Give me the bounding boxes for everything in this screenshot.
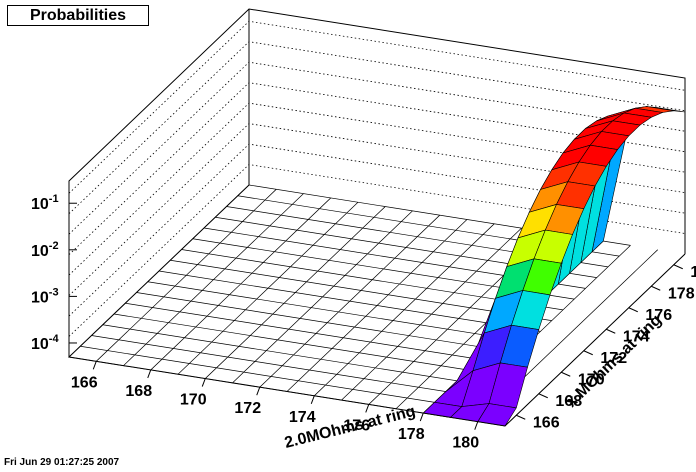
y-tick-mark bbox=[538, 393, 548, 399]
y-tick-mark bbox=[673, 264, 683, 270]
y-axis-title: x MOhms at ring bbox=[563, 312, 665, 411]
y-axis-ticks: 166 168 170 172 174 176 178 180 bbox=[516, 264, 696, 431]
z-gridline bbox=[68, 61, 686, 235]
y-tick-label: 178 bbox=[668, 285, 695, 302]
z-gridline bbox=[68, 143, 686, 317]
floor-line-y bbox=[125, 302, 507, 364]
floor-line-y bbox=[91, 335, 474, 397]
x-tick-mark bbox=[201, 378, 206, 387]
floor-line-y bbox=[102, 324, 485, 386]
z-tick-label: 10-4 bbox=[31, 333, 59, 353]
x-tick-label: 170 bbox=[180, 392, 207, 409]
x-tick-label: 166 bbox=[71, 374, 98, 391]
x-tick-mark bbox=[365, 404, 370, 413]
y-tick-mark bbox=[651, 285, 661, 291]
z-gridline bbox=[68, 20, 686, 194]
x-tick-label: 176 bbox=[343, 417, 370, 434]
y-tick-mark bbox=[628, 307, 638, 313]
y-tick-label: 180 bbox=[690, 264, 696, 281]
x-tick-label: 180 bbox=[452, 435, 479, 452]
x-tick-label: 172 bbox=[234, 400, 261, 417]
x-tick-label: 178 bbox=[398, 426, 425, 443]
back-frame bbox=[68, 8, 686, 357]
floor-line-y bbox=[170, 259, 552, 321]
z-gridline bbox=[68, 82, 686, 255]
x-tick-mark bbox=[256, 387, 261, 396]
floor-line-y bbox=[158, 270, 541, 332]
z-axis-ticks: 10-4 10-3 10-2 10-1 bbox=[31, 193, 77, 353]
y-tick-mark bbox=[561, 371, 571, 377]
x-tick-label: 168 bbox=[125, 383, 152, 400]
x-tick-mark bbox=[310, 395, 315, 404]
y-tick-label: 172 bbox=[600, 350, 627, 367]
y-tick-label: 166 bbox=[533, 414, 560, 431]
front-frame bbox=[67, 181, 686, 427]
x-tick-mark bbox=[92, 361, 97, 370]
floor-line-y bbox=[136, 292, 519, 354]
y-tick-mark bbox=[583, 350, 593, 356]
x-tick-mark bbox=[474, 421, 479, 430]
floor-line-y bbox=[147, 281, 530, 343]
z-tick-label: 10-2 bbox=[31, 240, 59, 260]
y-tick-label: 168 bbox=[555, 393, 582, 410]
z-gridline bbox=[68, 41, 686, 214]
z-gridline bbox=[68, 164, 686, 337]
timestamp: Fri Jun 29 01:27:25 2007 bbox=[4, 457, 120, 468]
floor-line-y bbox=[80, 345, 462, 407]
x-tick-mark bbox=[419, 412, 424, 422]
z-tick-label: 10-3 bbox=[31, 286, 59, 306]
floor-outline bbox=[67, 184, 686, 427]
y-tick-label: 170 bbox=[578, 371, 605, 388]
y-tick-label: 174 bbox=[623, 328, 650, 345]
floor-line-y bbox=[113, 313, 496, 375]
y-tick-mark bbox=[516, 414, 526, 420]
z-tick-label: 10-1 bbox=[31, 193, 59, 213]
z-gridline bbox=[68, 102, 686, 276]
z-gridline bbox=[68, 123, 686, 296]
surface-patches bbox=[422, 106, 686, 427]
y-tick-mark bbox=[606, 328, 616, 334]
x-tick-label: 174 bbox=[289, 409, 316, 426]
y-tick-label: 176 bbox=[645, 307, 672, 324]
x-axis-ticks: 166 168 170 172 174 176 178 180 bbox=[71, 361, 479, 452]
chart-title: Probabilities bbox=[7, 5, 149, 26]
x-tick-mark bbox=[147, 369, 152, 379]
